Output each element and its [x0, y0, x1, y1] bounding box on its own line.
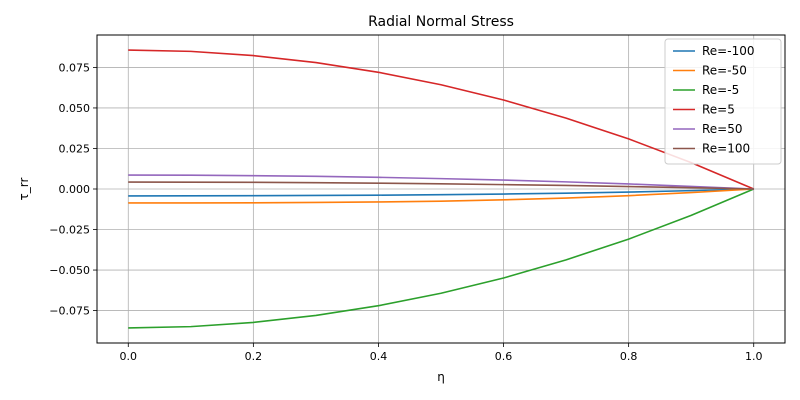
- series-line-0: [128, 188, 754, 197]
- legend: Re=-100 Re=-50 Re=-5 Re=5 Re=50 Re=100: [664, 38, 782, 165]
- y-tick-label: −0.025: [49, 224, 90, 237]
- y-axis-label: τ_rr: [17, 177, 31, 200]
- y-tick-label: 0.050: [59, 102, 91, 115]
- series-line-5: [128, 181, 754, 190]
- x-tick-label: 0.8: [620, 350, 638, 363]
- series-line-3: [128, 49, 755, 190]
- legend-label: Re=-50: [702, 64, 747, 78]
- legend-label: Re=5: [702, 103, 735, 117]
- x-tick-label: 0.6: [495, 350, 513, 363]
- x-tick-label: 0.4: [370, 350, 388, 363]
- legend-label: Re=-5: [702, 83, 739, 97]
- series-line-4: [128, 174, 754, 190]
- legend-label: Re=50: [702, 122, 743, 136]
- series-group: [128, 49, 755, 329]
- legend-label: Re=100: [702, 142, 750, 156]
- y-tick-label: 0.075: [59, 61, 91, 74]
- x-tick-label: 0.0: [120, 350, 138, 363]
- ticks: 0.0 0.2 0.4 0.6 0.8 1.0 −0.075 −0.050 −0.025 0.00…: [49, 61, 762, 363]
- y-tick-label: 0.000: [59, 183, 91, 196]
- y-tick-label: −0.050: [49, 264, 90, 277]
- y-tick-label: −0.075: [49, 305, 90, 318]
- x-axis-label: η: [437, 370, 445, 384]
- series-line-2: [128, 188, 755, 329]
- x-tick-label: 0.2: [245, 350, 263, 363]
- x-tick-label: 1.0: [745, 350, 763, 363]
- legend-label: Re=-100: [702, 44, 754, 58]
- y-tick-label: 0.025: [59, 142, 91, 155]
- series-line-1: [128, 188, 754, 204]
- chart-title: Radial Normal Stress: [368, 14, 514, 30]
